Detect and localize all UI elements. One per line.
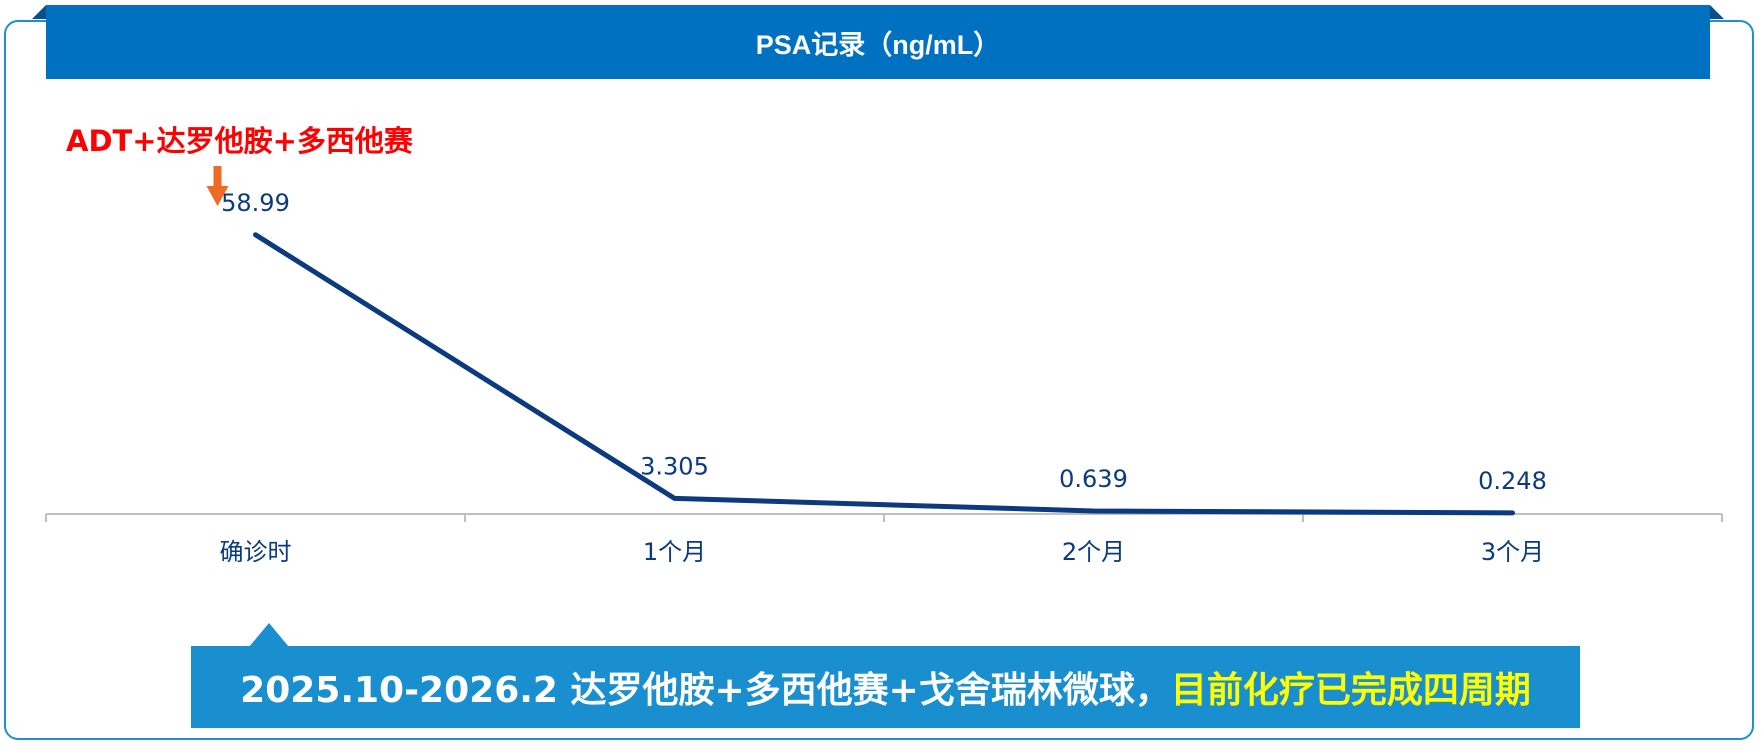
chart-title: PSA记录（ng/mL） (755, 29, 1001, 60)
title-bar: PSA记录（ng/mL） (46, 5, 1710, 79)
treatment-banner: 2025.10-2026.2 达罗他胺+多西他赛+戈舍瑞林微球， 目前化疗已完成四… (191, 646, 1580, 728)
psa-series-line (253, 232, 1515, 516)
title-corner-left (32, 5, 46, 19)
series-layer (253, 232, 1515, 516)
data-label: 3.305 (640, 452, 709, 480)
banner-regimen-text: 2025.10-2026.2 达罗他胺+多西他赛+戈舍瑞林微球， (240, 670, 1171, 711)
data-labels: 58.99 3.305 0.639 0.248 (221, 189, 1547, 495)
psa-line-chart: 58.99 3.305 0.639 0.248 确诊时 1个月 2个月 3个月 (45, 166, 1723, 566)
x-tick-label: 3个月 (1481, 538, 1544, 566)
x-tick-label: 1个月 (643, 538, 706, 566)
title-corner-right (1710, 5, 1724, 19)
banner-pointer (249, 623, 289, 647)
data-label: 0.248 (1478, 467, 1547, 495)
x-tick-label: 确诊时 (220, 538, 292, 566)
data-label: 58.99 (221, 189, 290, 217)
data-label: 0.639 (1059, 465, 1128, 493)
arrow-head (206, 186, 229, 206)
down-arrow-icon (206, 166, 229, 206)
banner-status-text: 目前化疗已完成四周期 (1170, 670, 1531, 711)
treatment-annotation: ADT+达罗他胺+多西他赛 (66, 124, 413, 158)
arrow-shaft (213, 166, 222, 188)
x-tick-labels: 确诊时 1个月 2个月 3个月 (220, 538, 1545, 566)
x-tick-label: 2个月 (1062, 538, 1125, 566)
x-axis (45, 513, 1723, 522)
